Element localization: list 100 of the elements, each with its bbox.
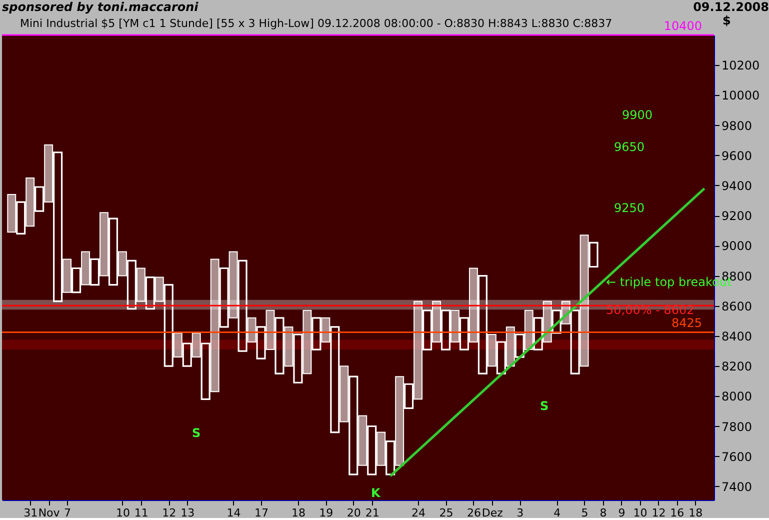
bar <box>302 310 312 374</box>
bar <box>395 376 404 466</box>
bar <box>588 242 598 268</box>
bar <box>552 310 562 334</box>
annotation: S <box>540 399 549 413</box>
y-tick-label: 10200 <box>722 58 760 73</box>
x-tick-label: 17 <box>254 506 269 520</box>
x-tick-label: 24 <box>412 506 426 520</box>
bar <box>358 415 368 466</box>
bar <box>487 334 496 367</box>
bar <box>506 326 515 367</box>
bar <box>459 317 470 350</box>
annotation: 9900 <box>622 108 653 122</box>
bar <box>533 317 543 350</box>
x-tick-label: 18 <box>291 506 306 520</box>
bar <box>238 260 248 352</box>
bar <box>118 251 127 276</box>
x-tick-label: 5 <box>581 506 588 520</box>
bar <box>108 218 118 286</box>
bar <box>468 268 478 342</box>
bar <box>432 300 441 342</box>
bar <box>386 440 396 476</box>
bar <box>321 317 330 342</box>
bar <box>376 432 386 466</box>
text: sponsored by toni.maccaroni <box>2 0 200 14</box>
ref-line-label: 10400 <box>664 19 702 33</box>
bar <box>16 201 26 234</box>
x-tick-label: 21 <box>365 506 380 520</box>
bar <box>228 251 238 318</box>
bar <box>274 317 284 374</box>
bar <box>192 332 201 358</box>
y-tick-label: 8600 <box>722 299 752 314</box>
bar <box>44 144 54 203</box>
bar <box>440 310 451 350</box>
y-tick-label: 8400 <box>722 329 752 344</box>
bar <box>284 326 294 367</box>
bar <box>182 342 192 367</box>
y-tick-label: 9600 <box>722 148 752 163</box>
bar <box>71 267 82 294</box>
bar <box>154 276 164 302</box>
bar <box>7 194 16 233</box>
bar <box>126 260 136 310</box>
bar <box>422 310 432 350</box>
x-tick-label: Dez <box>482 506 504 520</box>
y-tick-label: 7400 <box>722 480 752 494</box>
bar <box>53 152 63 302</box>
y-tick-label: 8200 <box>722 360 752 374</box>
x-tick-label: 7 <box>64 506 72 520</box>
bar <box>26 177 35 227</box>
bar <box>164 284 174 367</box>
annotation: S <box>192 426 201 440</box>
bar <box>514 334 524 358</box>
x-tick-label: Nov <box>38 506 60 520</box>
bar <box>145 276 155 310</box>
x-tick-label: 14 <box>226 506 241 520</box>
bar <box>414 300 423 400</box>
bar <box>219 267 229 328</box>
bar <box>450 310 460 342</box>
bar <box>340 366 349 422</box>
x-tick-label: 31 <box>24 506 38 520</box>
bar <box>348 376 358 476</box>
text: 09.12.2008 <box>693 0 769 14</box>
x-tick-label: 20 <box>346 506 361 520</box>
bar <box>580 234 589 367</box>
bar <box>34 186 44 212</box>
bar <box>247 317 256 342</box>
x-tick-label: 10 <box>633 506 648 520</box>
y-tick-label: 9800 <box>722 118 752 133</box>
y-tick-label: 9400 <box>722 178 752 193</box>
bar <box>404 383 414 410</box>
x-tick-label: 4 <box>554 506 561 520</box>
bar <box>173 332 182 358</box>
bar <box>266 310 275 350</box>
y-tick-label: 7800 <box>722 420 752 434</box>
x-tick-label: 13 <box>180 506 195 520</box>
x-tick-label: 3 <box>516 506 524 520</box>
x-tick-label: 12 <box>162 506 176 520</box>
bar <box>496 341 506 374</box>
y-tick-label: 9200 <box>722 209 752 224</box>
chart-title: Mini Industrial $5 [YM c1 1 Stunde] [55 x 3 High-Low] 09.12.2008 08:00:00 - O:8830 H:8843 L:8830 C:8837 <box>20 17 612 30</box>
bar <box>200 342 210 400</box>
x-tick-label: 11 <box>134 506 148 520</box>
bar <box>330 326 340 434</box>
annotation: K <box>371 486 381 500</box>
y-tick-label: 8000 <box>722 390 752 404</box>
x-tick-label: 8 <box>600 506 607 520</box>
annotation: 9250 <box>614 201 645 215</box>
y-tick-label: 9000 <box>722 239 752 254</box>
bar <box>100 212 108 276</box>
x-tick-label: 16 <box>670 506 684 520</box>
x-tick-label: 19 <box>319 506 334 520</box>
bar <box>478 274 488 374</box>
y-tick-label: 7600 <box>722 450 752 464</box>
bar <box>62 258 72 293</box>
bar <box>367 425 377 476</box>
x-tick-label: 25 <box>439 506 454 520</box>
bar <box>136 268 146 302</box>
x-tick-label: 18 <box>688 506 703 520</box>
y-tick-label: 10000 <box>722 88 760 103</box>
annotation: 9650 <box>614 140 645 154</box>
